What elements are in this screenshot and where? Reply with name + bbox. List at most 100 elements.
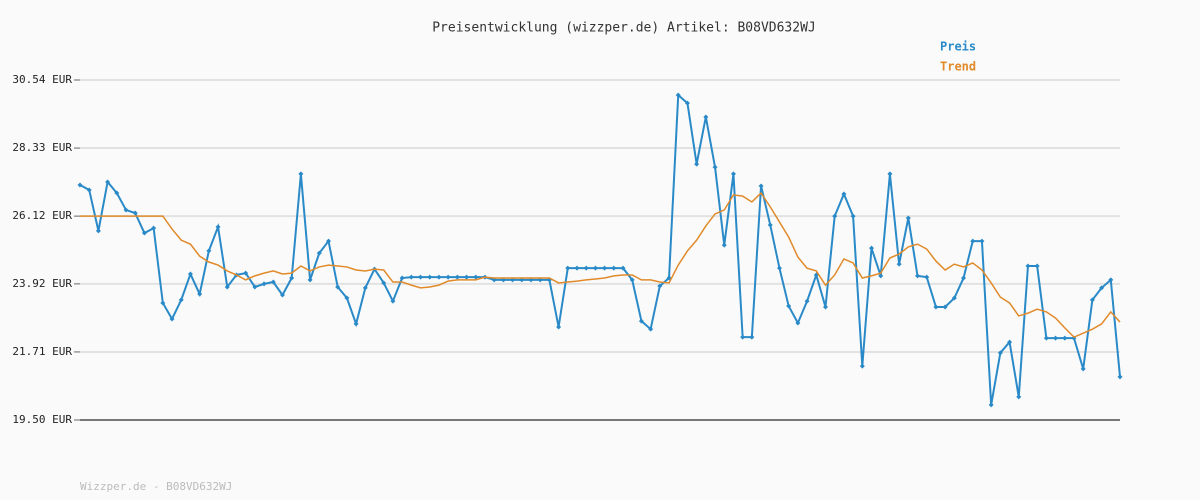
point-marker [335, 284, 341, 290]
footer: Wizzper.de - B08VD632WJ [80, 480, 232, 493]
point-marker [841, 191, 847, 197]
point-marker [408, 274, 414, 280]
chart-title: Preisentwicklung (wizzper.de) Artikel: B… [432, 21, 816, 36]
point-marker [160, 300, 166, 306]
point-marker [316, 250, 322, 256]
point-marker [896, 261, 902, 267]
point-marker [1117, 374, 1123, 380]
point-marker [767, 222, 773, 228]
point-marker [565, 265, 571, 271]
point-marker [215, 224, 221, 230]
point-marker [178, 297, 184, 303]
point-marker [776, 265, 782, 271]
point-marker [703, 114, 709, 120]
point-marker [418, 274, 424, 280]
point-marker [942, 304, 948, 310]
point-marker [1034, 263, 1040, 269]
point-marker [611, 265, 617, 271]
point-marker [730, 171, 736, 177]
y-tick-label: 30.54 EUR [12, 73, 72, 86]
point-marker [325, 238, 331, 244]
point-marker [758, 183, 764, 189]
point-marker [786, 303, 792, 309]
point-marker [141, 230, 147, 236]
series-line [80, 191, 1121, 339]
point-marker [721, 242, 727, 248]
point-marker [804, 298, 810, 304]
point-marker [988, 402, 994, 408]
point-marker [307, 277, 313, 283]
point-marker [905, 215, 911, 221]
point-marker [832, 213, 838, 219]
point-marker [961, 275, 967, 281]
point-marker [464, 274, 470, 280]
point-marker [95, 228, 101, 234]
point-marker [197, 291, 203, 297]
point-marker [933, 304, 939, 310]
point-marker [1053, 335, 1059, 341]
y-tick-label: 23.92 EUR [12, 277, 72, 290]
point-marker [629, 277, 635, 283]
point-marker [1080, 366, 1086, 372]
point-marker [869, 245, 875, 251]
point-marker [114, 190, 120, 196]
point-marker [86, 187, 92, 193]
y-tick-label: 21.71 EUR [12, 345, 72, 358]
point-marker [684, 100, 690, 106]
point-marker [298, 171, 304, 177]
point-marker [602, 265, 608, 271]
point-marker [556, 324, 562, 330]
point-marker [1108, 277, 1114, 283]
point-marker [279, 292, 285, 298]
point-marker [1007, 339, 1013, 345]
point-marker [583, 265, 589, 271]
point-marker [675, 92, 681, 98]
point-marker [1089, 297, 1095, 303]
point-marker [1099, 285, 1105, 291]
point-marker [850, 213, 856, 219]
point-marker [169, 316, 175, 322]
point-marker [749, 334, 755, 340]
point-marker [224, 284, 230, 290]
point-marker [381, 280, 387, 286]
point-marker [915, 273, 921, 279]
point-marker [878, 273, 884, 279]
point-marker [362, 285, 368, 291]
point-marker [427, 274, 433, 280]
point-marker [353, 321, 359, 327]
point-marker [592, 265, 598, 271]
point-marker [261, 281, 267, 287]
y-tick-label: 26.12 EUR [12, 209, 72, 222]
point-marker [822, 304, 828, 310]
point-marker [473, 274, 479, 280]
point-marker [648, 326, 654, 332]
point-marker [1062, 335, 1068, 341]
y-tick-label: 19.50 EUR [12, 413, 72, 426]
point-marker [289, 275, 295, 281]
point-marker [924, 274, 930, 280]
point-marker [243, 270, 249, 276]
point-marker [454, 274, 460, 280]
point-marker [77, 182, 83, 188]
point-marker [740, 334, 746, 340]
point-marker [997, 350, 1003, 356]
point-marker [1016, 394, 1022, 400]
point-marker [399, 275, 405, 281]
point-marker [657, 283, 663, 289]
point-marker [1025, 263, 1031, 269]
point-marker [206, 248, 212, 254]
y-tick-label: 28.33 EUR [12, 141, 72, 154]
point-marker [123, 207, 129, 213]
point-marker [979, 238, 985, 244]
point-marker [620, 265, 626, 271]
point-marker [694, 161, 700, 167]
point-marker [390, 298, 396, 304]
point-marker [132, 210, 138, 216]
point-marker [712, 164, 718, 170]
point-marker [270, 279, 276, 285]
point-marker [187, 271, 193, 277]
point-marker [951, 295, 957, 301]
series-line [79, 92, 1121, 406]
